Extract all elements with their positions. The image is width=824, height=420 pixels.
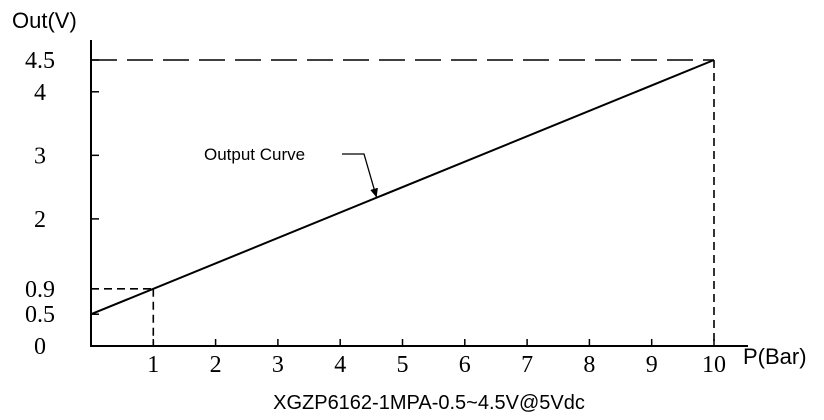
x-tick-label-3: 3	[272, 352, 284, 378]
y-tick-label-3: 3	[34, 143, 46, 169]
x-tick-label-10: 10	[702, 352, 726, 378]
y-tick-label-2: 2	[34, 207, 46, 233]
x-tick-label-8: 8	[583, 352, 595, 378]
y-axis-label: Out(V)	[12, 8, 77, 33]
annotation-layer: Output Curve	[204, 145, 378, 198]
x-tick-label-1: 1	[147, 352, 159, 378]
annotation-label: Output Curve	[204, 145, 305, 164]
x-ticks: 1 2 3 4 5 6 7 8 9 10	[147, 339, 726, 378]
series-line-1	[90, 59, 715, 316]
x-tick-label-2: 2	[210, 352, 222, 378]
y-tick-label-4: 4	[34, 80, 46, 106]
y-tick-label-4-5: 4.5	[25, 48, 55, 74]
y-ticks: 0 0.50.9 2 3 4 4.5	[25, 48, 99, 360]
series-layer	[90, 59, 715, 316]
x-tick-label-6: 6	[459, 352, 471, 378]
x-tick-label-5: 5	[397, 352, 409, 378]
y-tick-label-0: 0	[34, 334, 46, 360]
reference-lines	[91, 59, 715, 346]
chart-caption: XGZP6162-1MPA-0.5~4.5V@5Vdc	[273, 392, 585, 414]
x-tick-label-9: 9	[646, 352, 658, 378]
annotation-arrow	[342, 153, 378, 198]
x-axis-label: P(Bar)	[743, 344, 807, 369]
x-tick-label-4: 4	[334, 352, 346, 378]
y-tick-label-0-9: 0.9	[25, 277, 55, 303]
y-tick-label-0-5: 0.5	[25, 302, 55, 328]
x-tick-label-7: 7	[521, 352, 533, 378]
